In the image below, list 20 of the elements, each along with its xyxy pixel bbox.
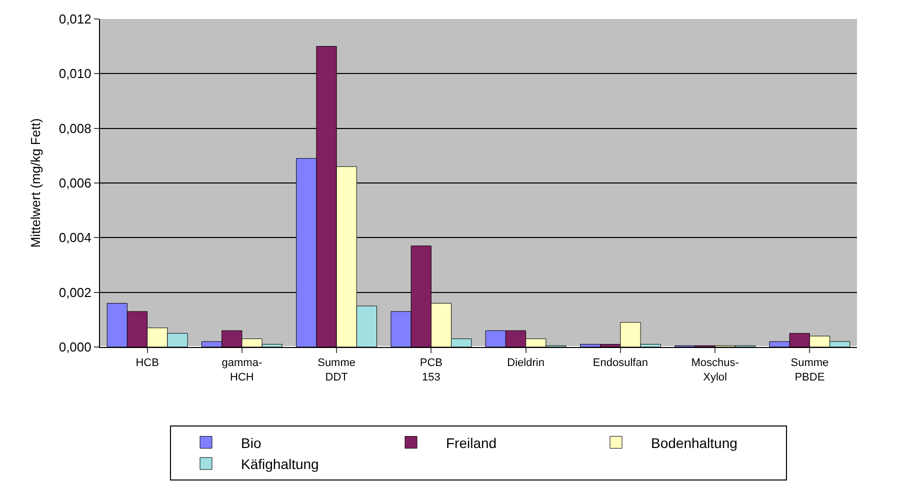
- y-tick-label: 0,012: [58, 12, 92, 27]
- x-tick-label: Dieldrin: [507, 357, 544, 370]
- legend-label: Bio: [241, 434, 262, 451]
- x-tick-label: Moschus- Xylol: [691, 357, 740, 384]
- x-tick-label: PCB 153: [420, 357, 443, 384]
- y-tick-label: 0,008: [58, 120, 92, 136]
- legend-label: Käfighaltung: [241, 456, 319, 472]
- x-tick-label: HCB: [136, 357, 159, 370]
- x-tick-label: Summe PBDE: [790, 357, 829, 384]
- y-tick-label: 0,002: [58, 284, 92, 300]
- y-tick-label: 0,000: [58, 340, 92, 355]
- x-tick-label: Endosulfan: [592, 357, 648, 370]
- y-axis-title: Mittelwert (mg/kg Fett): [28, 118, 43, 248]
- y-tick-label: 0,004: [58, 230, 92, 246]
- x-tick-label: gamma- HCH: [222, 357, 262, 384]
- y-tick-label: 0,010: [58, 66, 92, 82]
- y-tick-label: 0,006: [58, 176, 92, 191]
- legend-label: Freiland: [446, 434, 497, 451]
- legend-label: Bodenhaltung: [651, 434, 738, 451]
- x-tick-label: Summe DDT: [318, 357, 356, 384]
